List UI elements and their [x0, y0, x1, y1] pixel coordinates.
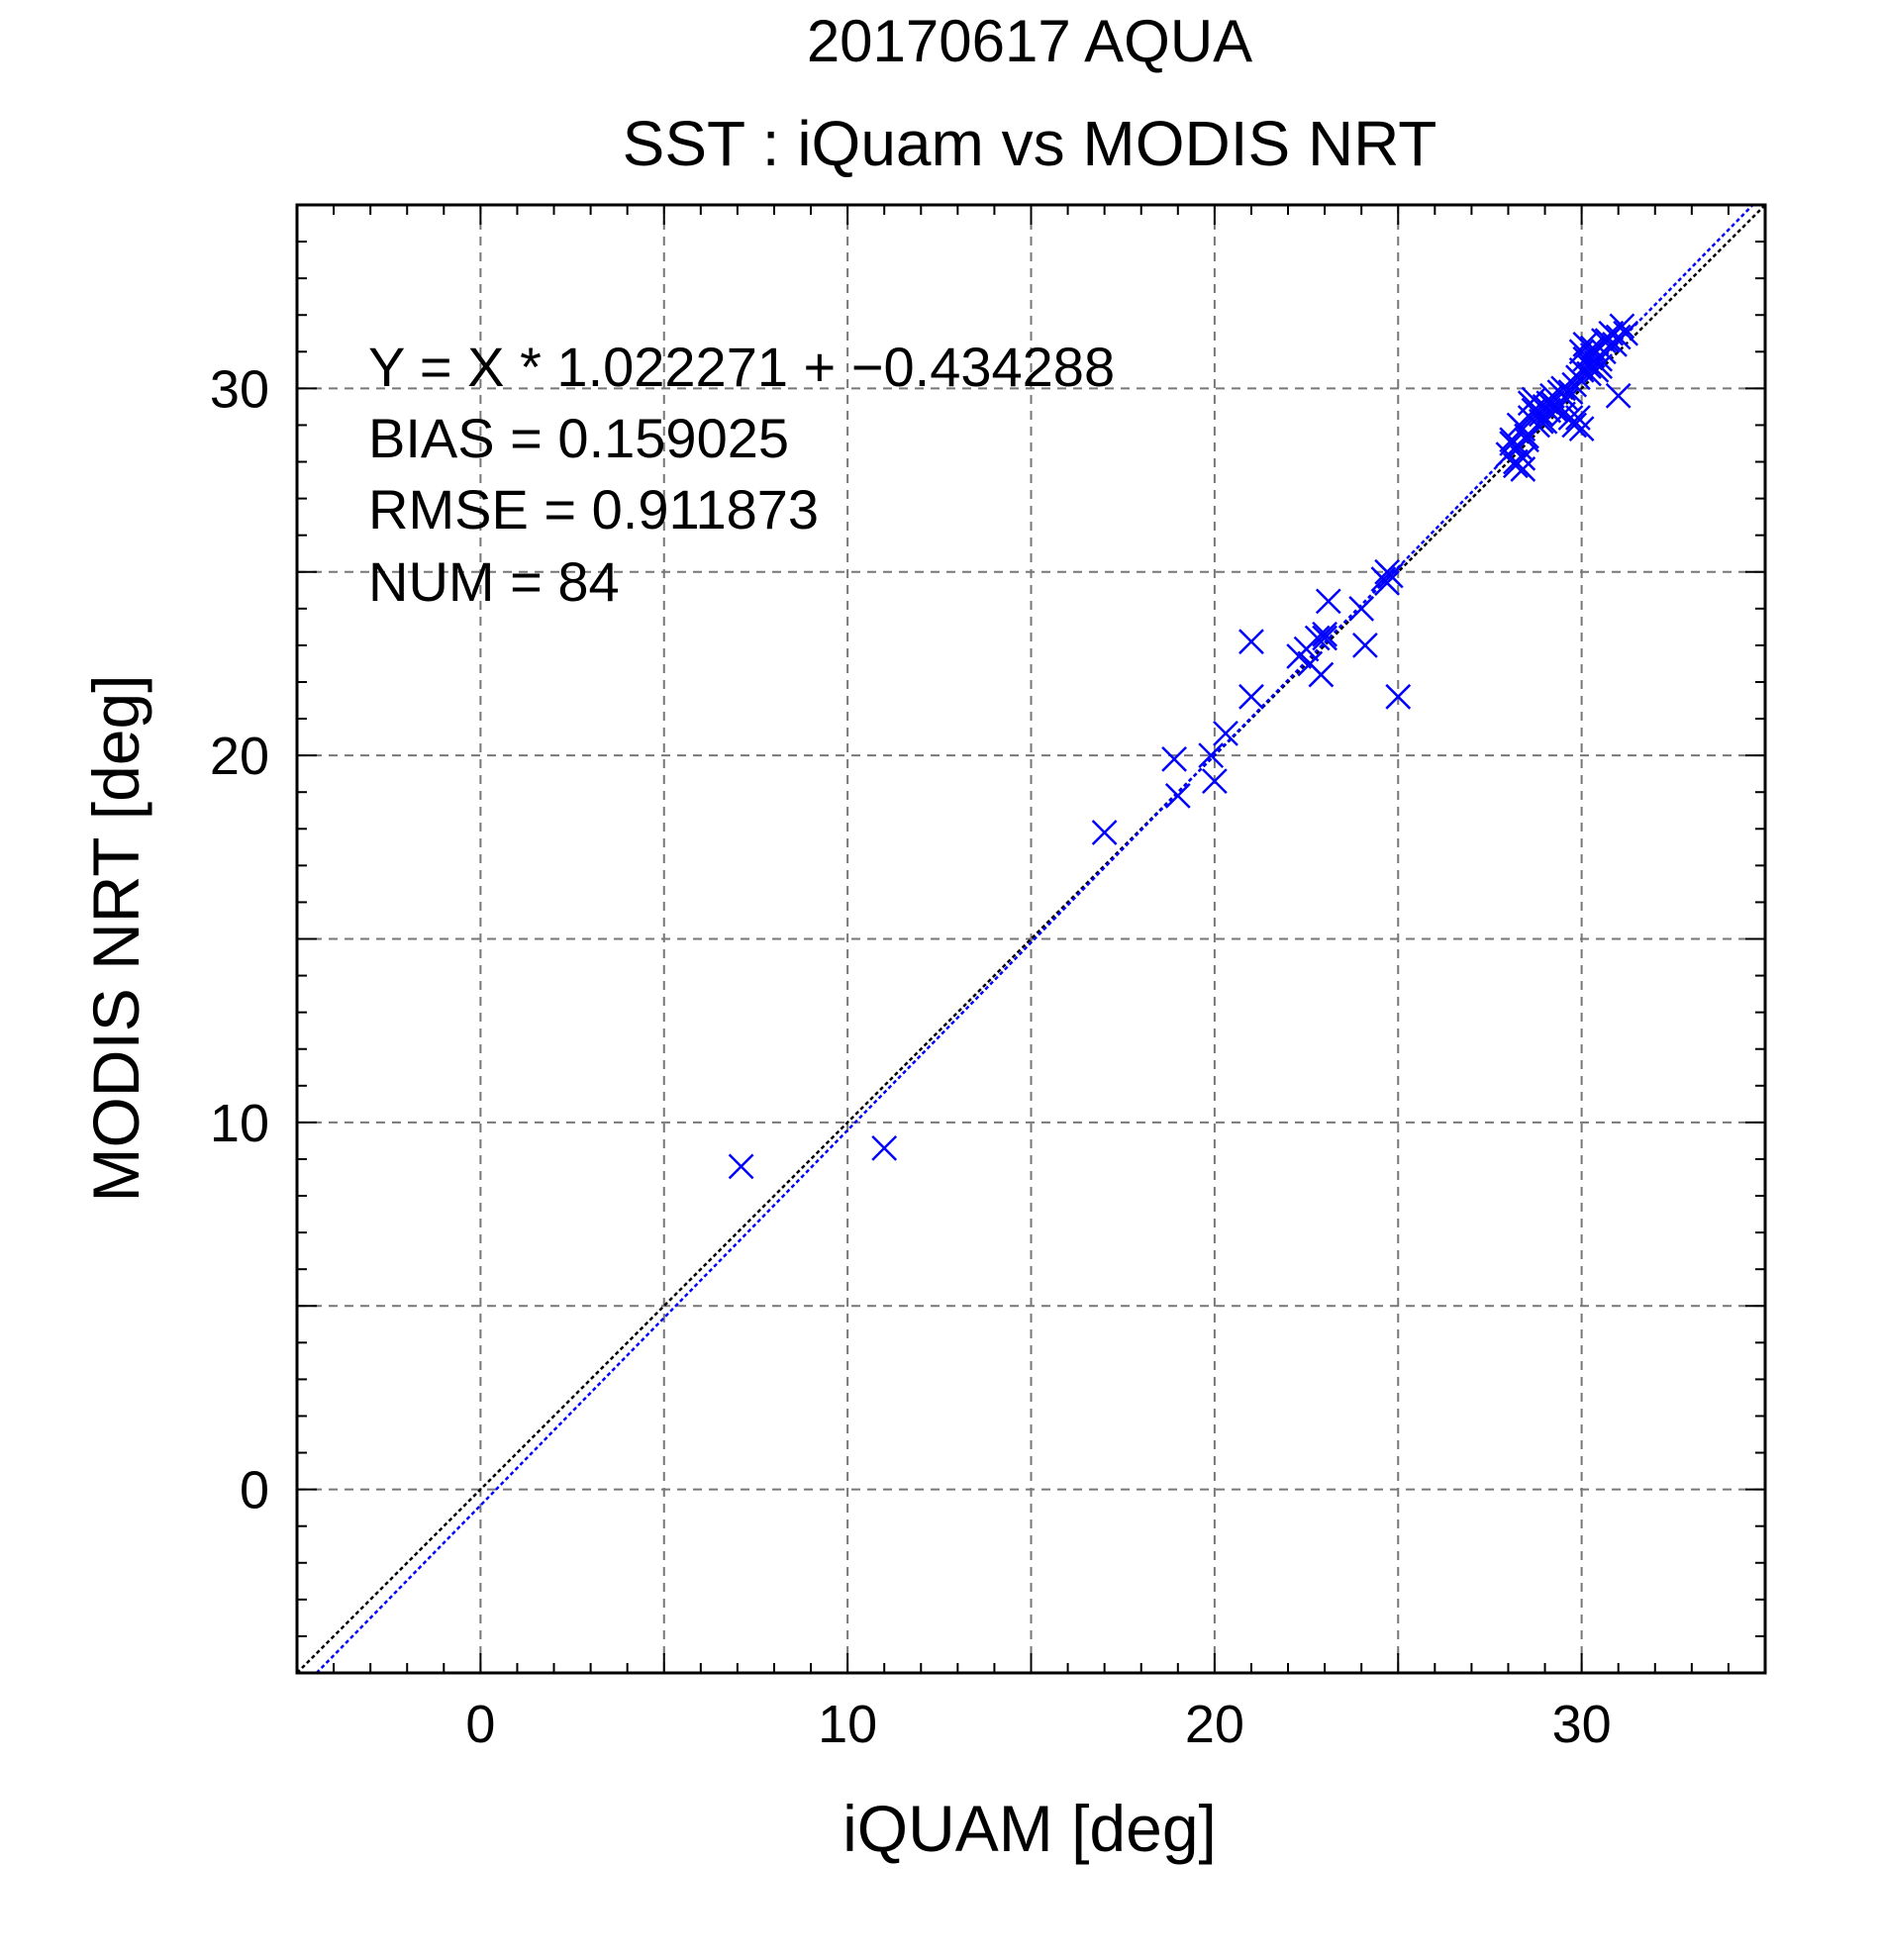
data-point [1576, 360, 1602, 387]
data-point [1557, 405, 1584, 431]
stats-bias: BIAS = 0.159025 [368, 407, 789, 469]
data-point [1374, 569, 1401, 596]
data-point [1377, 562, 1404, 589]
x-tick-label: 0 [465, 1695, 495, 1754]
stats-regression: Y = X * 1.022271 + −0.434288 [368, 336, 1115, 398]
data-point [1613, 320, 1638, 346]
data-point [1312, 621, 1337, 647]
data-point [1164, 783, 1191, 809]
data-point [1351, 633, 1378, 658]
data-point [1304, 625, 1331, 651]
data-point [1550, 401, 1576, 428]
chart-title: 20170617 AQUA [807, 8, 1252, 74]
data-point [1091, 820, 1118, 845]
data-point [1238, 683, 1264, 710]
data-point [1590, 328, 1617, 354]
y-tick-label: 30 [210, 359, 269, 419]
minor-ticks [297, 205, 1765, 1673]
data-point [1499, 431, 1526, 456]
data-points [728, 313, 1638, 1180]
stats-rmse: RMSE = 0.911873 [368, 478, 819, 540]
data-point [1201, 768, 1228, 794]
y-tick-labels: 0 10 20 30 [210, 359, 269, 1519]
y-tick-label: 0 [240, 1461, 269, 1520]
data-point [1528, 408, 1554, 435]
reference-lines [296, 204, 1766, 1674]
data-point [1213, 720, 1238, 746]
data-point [1385, 683, 1412, 710]
data-point [1315, 588, 1341, 615]
data-point [1510, 456, 1536, 482]
x-tick-label: 20 [1185, 1695, 1244, 1754]
y-axis-label: MODIS NRT [deg] [79, 674, 152, 1202]
x-tick-label: 30 [1552, 1695, 1612, 1754]
data-point [871, 1134, 898, 1161]
data-point [728, 1153, 754, 1180]
data-point [1161, 745, 1187, 772]
data-point [1348, 595, 1375, 622]
data-point [1605, 382, 1632, 409]
chart-subtitle: SST : iQuam vs MODIS NRT [623, 108, 1437, 179]
regression-line [315, 204, 1754, 1674]
data-point [1198, 742, 1225, 769]
grid-lines [297, 205, 1765, 1673]
stats-num: NUM = 84 [368, 550, 620, 613]
data-point [1514, 427, 1539, 453]
x-axis-label: iQUAM [deg] [842, 1792, 1217, 1865]
data-point [1583, 356, 1610, 383]
data-point [1561, 371, 1588, 398]
y-tick-label: 20 [210, 727, 269, 786]
plot-frame [295, 203, 1767, 1675]
data-point [1609, 313, 1635, 340]
stats-box: Y = X * 1.022271 + −0.434288 BIAS = 0.15… [368, 336, 1115, 613]
x-tick-labels: 0 10 20 30 [465, 1695, 1611, 1754]
y-tick-label: 10 [210, 1094, 269, 1153]
data-point [1312, 625, 1337, 651]
x-tick-label: 10 [818, 1695, 877, 1754]
data-point [1238, 629, 1264, 655]
data-point [1308, 661, 1335, 688]
